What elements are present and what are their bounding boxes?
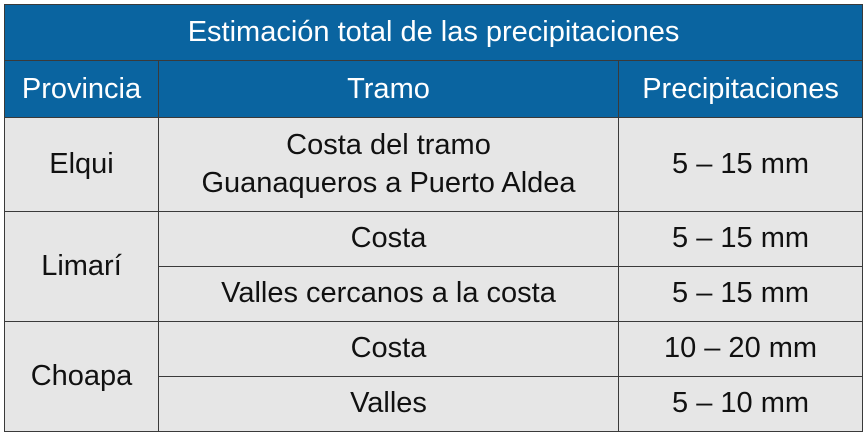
precip-cell: 10 – 20 mm — [617, 321, 864, 377]
precip-cell: 5 – 10 mm — [617, 376, 864, 432]
province-cell: Limarí — [4, 211, 159, 322]
header-cell: Precipitaciones — [617, 60, 864, 118]
body-row: Choapa Costa 10 – 20 mm — [4, 321, 864, 432]
body-row: Elqui Costa del tramo Guanaqueros a Puert… — [4, 117, 864, 212]
table-body: Estimación total de las precipitaciones … — [3, 4, 864, 432]
tramo-cell: Valles cercanos a la costa — [158, 266, 619, 322]
header-cell: Provincia — [4, 60, 159, 118]
tramo-cell: Costa — [158, 211, 619, 267]
precip-table: Estimación total de las precipitaciones … — [3, 4, 864, 432]
precip-cell: 5 – 15 mm — [617, 117, 864, 212]
body-row: Valles 5 – 10 mm — [5, 376, 864, 432]
tramo-cell: Valles — [158, 376, 619, 432]
tramo-cell: Costa del tramo Guanaqueros a Puerto Ald… — [158, 117, 619, 212]
province-cell: Choapa — [4, 321, 159, 432]
header-cell: Tramo — [158, 60, 619, 118]
table-wrap: Estimación total de las precipitaciones … — [3, 4, 864, 432]
tramo-cell: Costa — [158, 321, 619, 377]
body-row: Limarí Costa 5 – 15 mm — [4, 211, 864, 322]
province-cell: Elqui — [4, 117, 159, 212]
header-row: Provincia Tramo Precipitaciones — [4, 60, 864, 118]
title-row: Estimación total de las precipitaciones — [3, 4, 864, 61]
body-row: Valles cercanos a la costa 5 – 15 mm — [5, 266, 864, 322]
precip-cell: 5 – 15 mm — [617, 211, 864, 267]
table-title: Estimación total de las precipitaciones — [3, 4, 864, 61]
precip-cell: 5 – 15 mm — [617, 266, 864, 322]
